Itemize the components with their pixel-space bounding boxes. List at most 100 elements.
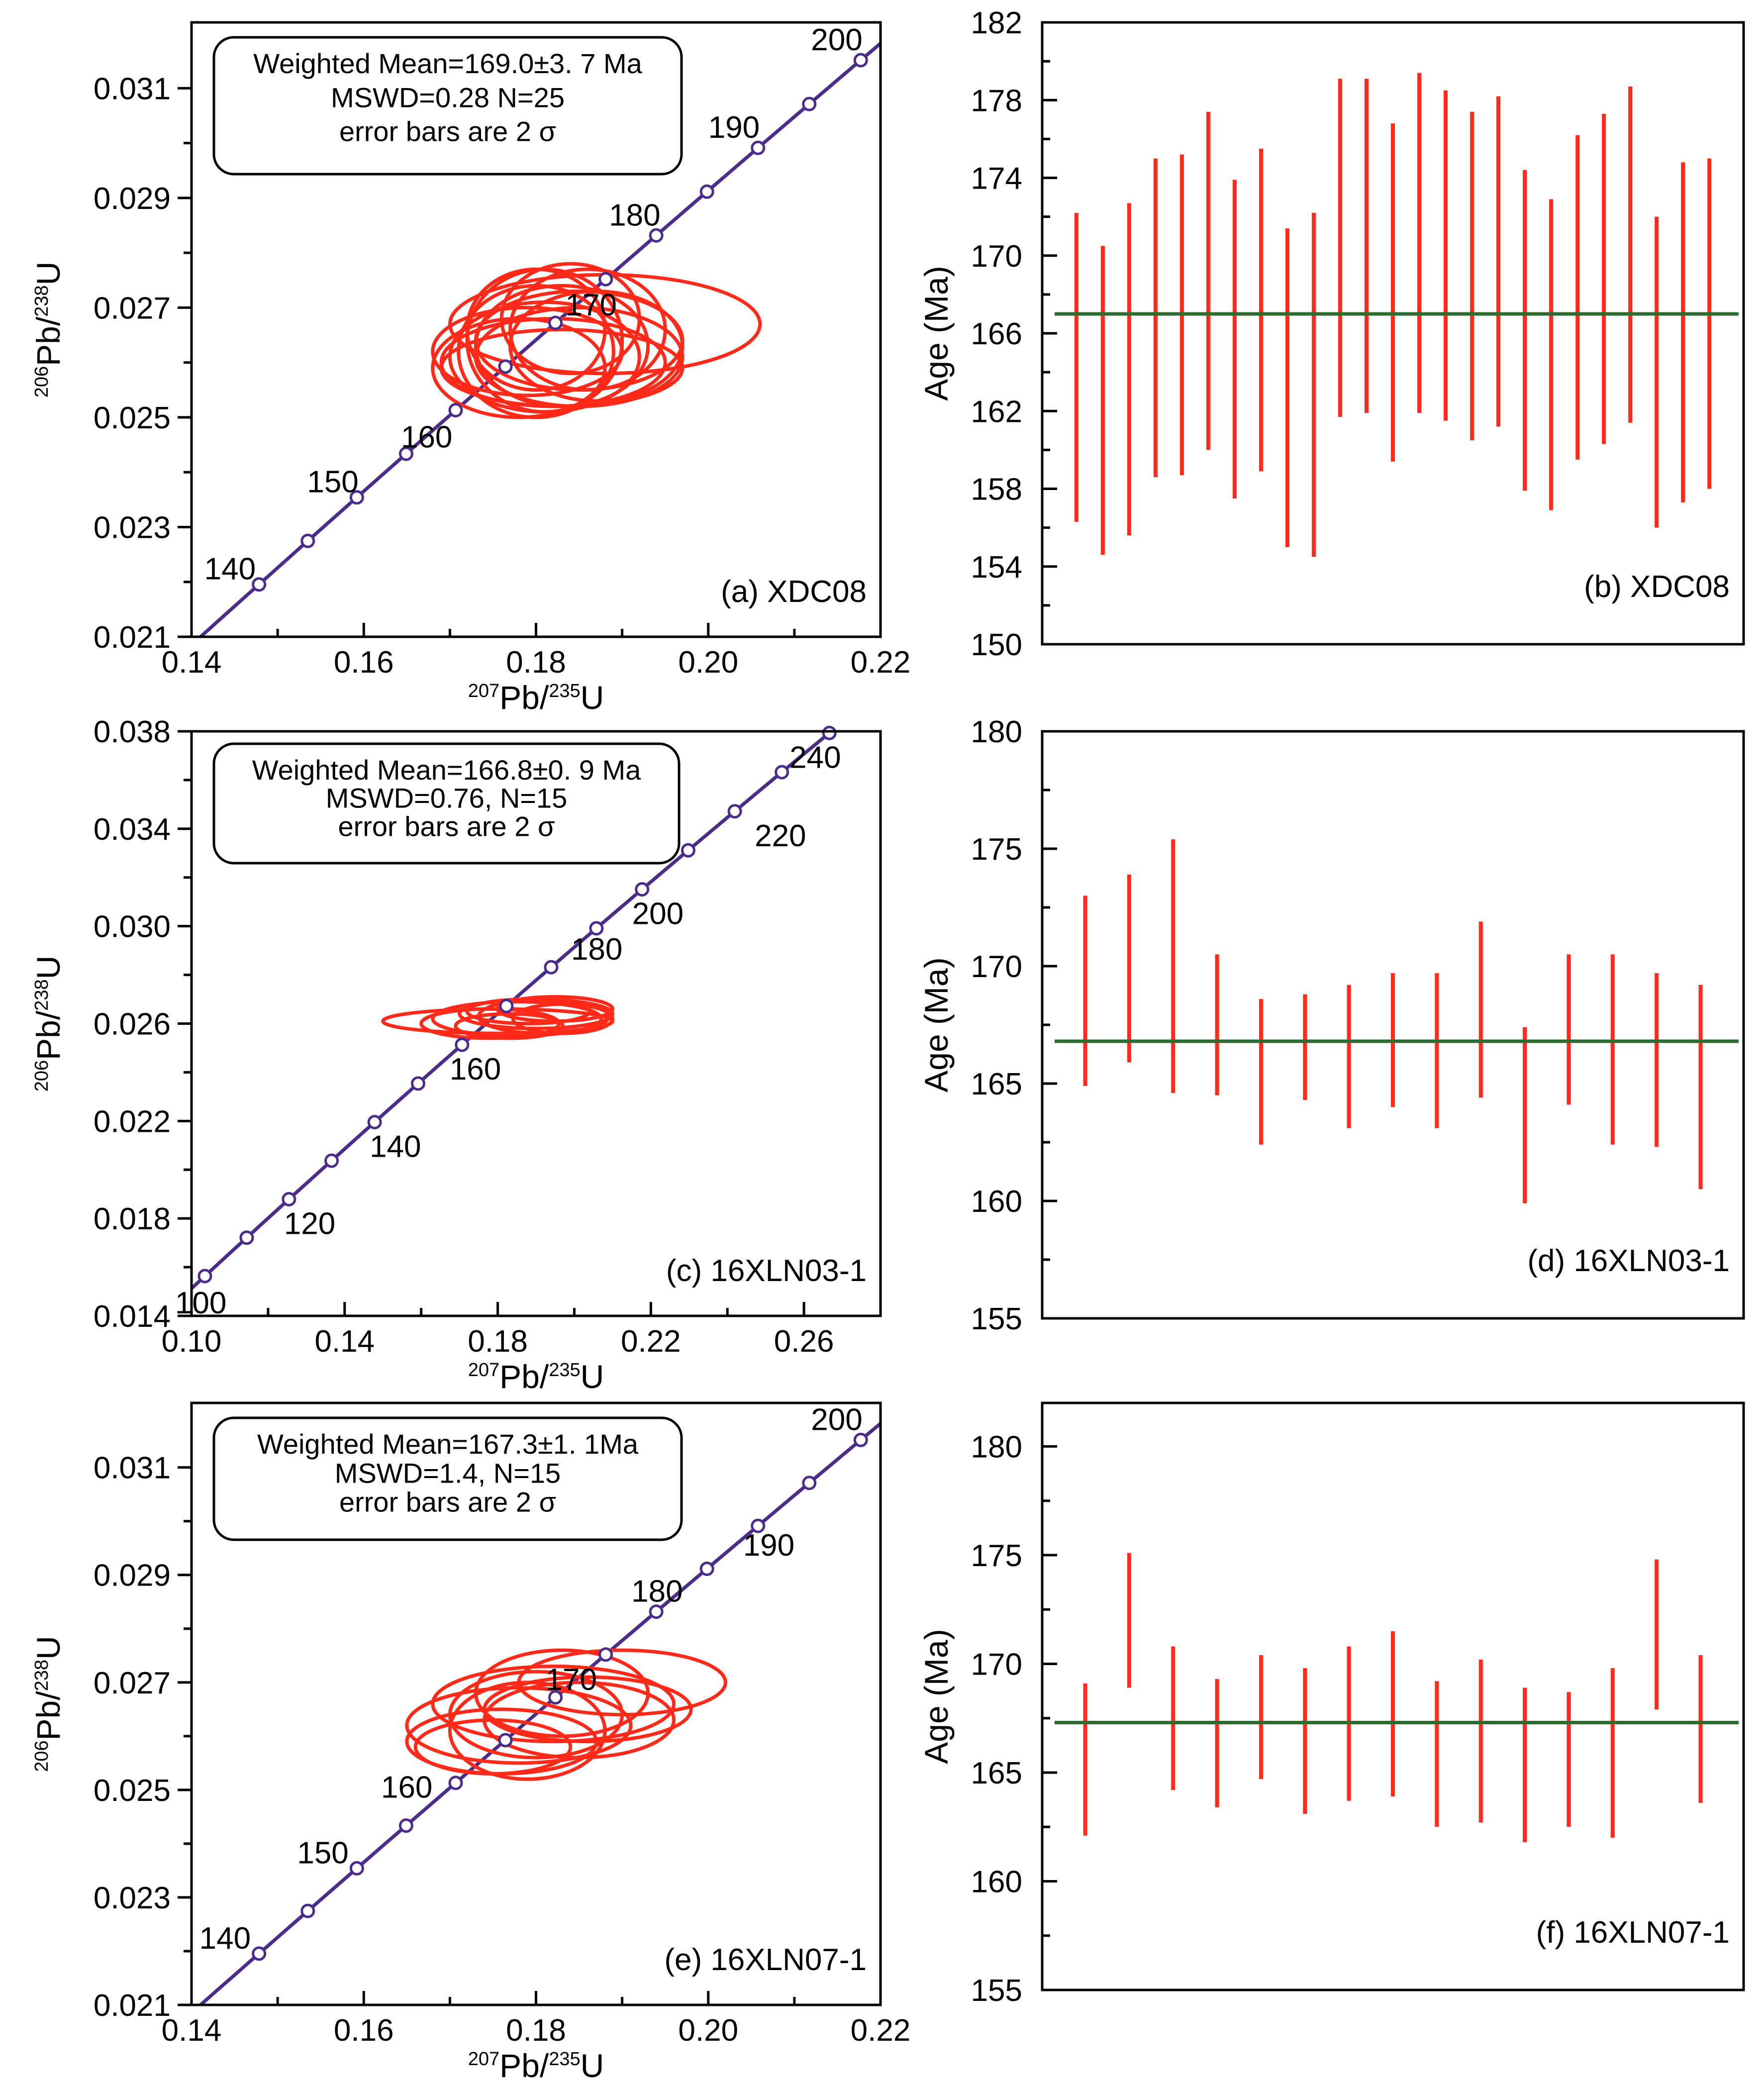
concordia-node [410, 1076, 425, 1091]
y-tick-label: 0.029 [94, 1559, 171, 1593]
ellipse-group [381, 995, 614, 1040]
info-box [212, 742, 681, 865]
age-label: 160 [381, 1771, 432, 1805]
concordia-node [699, 1561, 714, 1576]
age-label: 120 [284, 1207, 335, 1241]
concordia-node [448, 1776, 463, 1790]
concordia-node [853, 53, 868, 68]
y-tick-label: 182 [971, 6, 1022, 40]
age-label: 140 [199, 1921, 251, 1956]
x-axis-label: 207Pb/235U [468, 1358, 604, 1395]
concordia-node [448, 403, 463, 418]
x-tick-label: 0.18 [506, 2013, 566, 2048]
y-tick-label: 0.030 [94, 910, 171, 944]
x-tick-label: 0.14 [162, 2013, 222, 2048]
y-tick-label: 154 [971, 550, 1022, 585]
error-ellipse [454, 1012, 565, 1040]
panel-a: 140 150 160 170 180 190 200 0.14 0.16 0.18 0.20 0.2… [30, 21, 910, 716]
concordia-node [544, 960, 559, 975]
age-label: 170 [546, 1663, 597, 1697]
y-tick-label: 175 [971, 1539, 1022, 1573]
x-axis-label-main: Pb/ [499, 679, 549, 716]
age-label: 190 [708, 110, 760, 145]
y-tick-label: 0.029 [94, 182, 171, 216]
y-tick-label: 0.034 [94, 812, 171, 847]
info-line: Weighted Mean=167.3±1. 1Ma [257, 1428, 639, 1460]
age-label: 160 [450, 1052, 501, 1087]
age-label: 160 [401, 420, 452, 455]
y-tick-label: 170 [971, 950, 1022, 984]
concordia-node [252, 577, 267, 592]
concordia-node [751, 1518, 766, 1533]
concordia-node [699, 184, 714, 199]
x-axis-label: 207Pb/235U [468, 679, 604, 716]
panel-b: 150 154 158 162 166 170 174 178 182 Age (Ma) (b) X… [918, 6, 1745, 662]
concordia-node [598, 272, 613, 287]
y-tick-label: 0.025 [94, 1774, 171, 1808]
y-tick-label: 0.018 [94, 1202, 171, 1236]
concordia-node [455, 1037, 470, 1052]
concordia-node [300, 1903, 315, 1918]
age-label: 170 [566, 288, 617, 322]
ellipse-group [405, 1648, 727, 1781]
concordia-node [398, 1818, 413, 1833]
info-line: Weighted Mean=166.8±0. 9 Ma [252, 754, 641, 786]
error-ellipse [483, 1681, 676, 1760]
error-ellipse [465, 267, 607, 392]
y-tick-label: 0.023 [94, 1881, 171, 1915]
x-axis-label-sup2: 235 [549, 681, 580, 701]
age-label: 140 [204, 552, 256, 587]
x-tick-label: 0.16 [334, 645, 394, 680]
age-label: 180 [571, 932, 622, 967]
x-tick-label: 0.14 [162, 645, 222, 680]
y-tick-label: 170 [971, 1647, 1022, 1682]
y-tick-label: 0.026 [94, 1007, 171, 1042]
y-axis-label-post: U [30, 1636, 67, 1660]
panel-d: 155 160 165 170 175 180 Age (Ma) (d) 16XLN03-1 [918, 715, 1745, 1336]
x-tick-label: 0.22 [851, 2013, 911, 2048]
concordia-node [197, 1269, 212, 1284]
y-axis-label-main: Pb/ [30, 316, 67, 366]
y-tick-label: 165 [971, 1067, 1022, 1101]
x-axis-label-post: U [581, 2047, 604, 2084]
age-label: 200 [811, 1402, 862, 1437]
y-tick-label: 155 [971, 1302, 1022, 1336]
concordia-node [300, 533, 315, 548]
age-label: 150 [307, 465, 358, 499]
x-tick-label: 0.22 [621, 1324, 681, 1359]
concordia-node [649, 228, 664, 243]
info-line: error bars are 2 σ [338, 810, 555, 842]
y-tick-label: 174 [971, 162, 1022, 196]
concordia-node [802, 97, 817, 111]
x-tick-label: 0.20 [678, 2013, 738, 2048]
concordia-node [282, 1192, 296, 1207]
error-ellipse [431, 305, 624, 397]
x-axis-label-sup1: 207 [468, 681, 499, 701]
concordia-node [802, 1476, 817, 1490]
y-tick-label: 175 [971, 832, 1022, 867]
x-tick-label: 0.10 [162, 1324, 222, 1359]
concordia-node [324, 1153, 339, 1168]
y-tick-label: 0.027 [94, 291, 171, 325]
y-tick-label: 180 [971, 1430, 1022, 1464]
concordia-node [398, 446, 413, 461]
info-line: error bars are 2 σ [339, 1487, 556, 1518]
x-axis-label-post: U [581, 679, 604, 716]
y-axis-label-post: U [30, 262, 67, 286]
panel-label: (e) 16XLN07-1 [664, 1943, 867, 1977]
x-tick-label: 0.16 [334, 2013, 394, 2048]
ellipse-group [431, 262, 762, 419]
info-box [212, 36, 683, 176]
y-tick-label: 0.022 [94, 1104, 171, 1139]
y-axis-label-sup1: 206 [31, 366, 52, 397]
y-axis-label-main: Pb/ [30, 1691, 67, 1741]
y-axis-label: Age (Ma) [918, 957, 955, 1092]
age-label: 220 [755, 819, 806, 853]
age-label: 180 [609, 198, 660, 232]
y-axis-label-post: U [30, 956, 67, 980]
concordia-node [775, 765, 789, 780]
y-tick-label: 0.031 [94, 1451, 171, 1486]
concordia-node [853, 1432, 868, 1447]
concordia-node [239, 1230, 254, 1245]
info-box [212, 1416, 683, 1541]
